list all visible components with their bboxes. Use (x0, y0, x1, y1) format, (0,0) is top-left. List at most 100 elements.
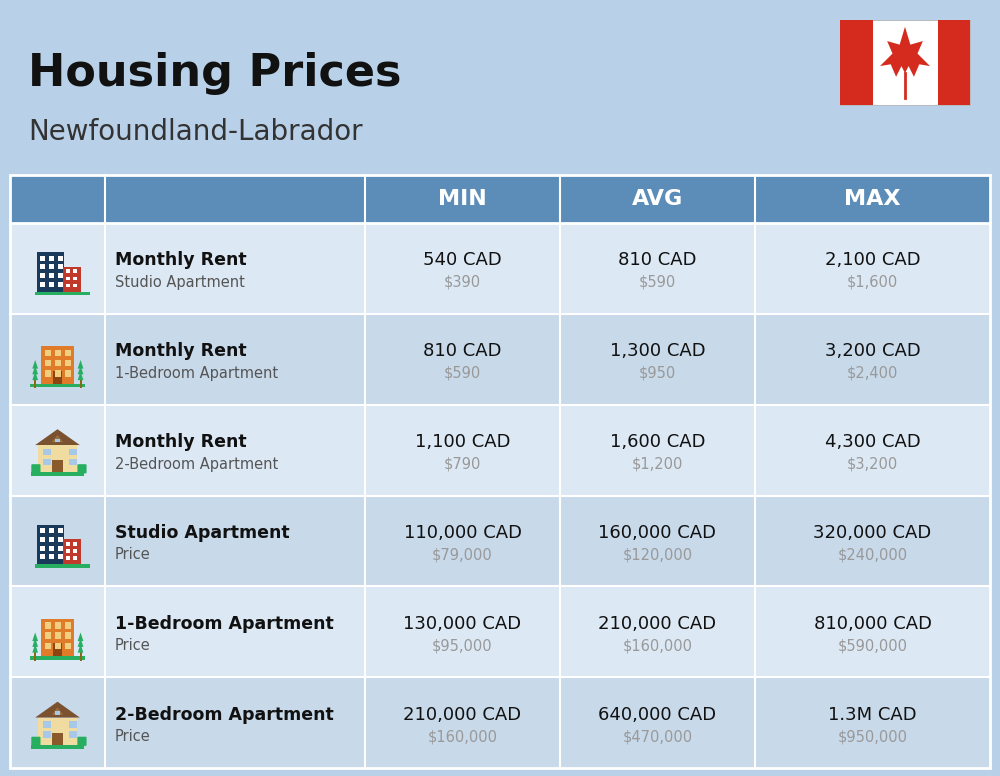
Text: 540 CAD: 540 CAD (423, 251, 502, 269)
FancyBboxPatch shape (73, 542, 77, 546)
Polygon shape (52, 708, 63, 715)
Text: Studio Apartment: Studio Apartment (115, 275, 245, 290)
FancyBboxPatch shape (40, 546, 45, 551)
FancyBboxPatch shape (58, 528, 63, 533)
FancyBboxPatch shape (10, 314, 990, 404)
Polygon shape (35, 702, 80, 718)
Text: Monthly Rent: Monthly Rent (115, 251, 247, 269)
Text: $160,000: $160,000 (428, 729, 498, 744)
Polygon shape (32, 632, 38, 641)
Text: Studio Apartment: Studio Apartment (115, 524, 290, 542)
Text: 210,000 CAD: 210,000 CAD (598, 615, 717, 632)
FancyBboxPatch shape (66, 556, 70, 560)
FancyBboxPatch shape (49, 256, 54, 261)
FancyBboxPatch shape (55, 350, 61, 356)
Text: MIN: MIN (438, 189, 487, 209)
Text: $3,200: $3,200 (847, 456, 898, 472)
Text: 640,000 CAD: 640,000 CAD (598, 705, 717, 723)
FancyBboxPatch shape (43, 449, 51, 455)
Polygon shape (78, 365, 83, 374)
FancyBboxPatch shape (40, 265, 45, 269)
FancyBboxPatch shape (77, 464, 87, 473)
FancyBboxPatch shape (43, 459, 51, 465)
Text: Newfoundland-Labrador: Newfoundland-Labrador (28, 118, 363, 146)
Text: $590: $590 (639, 275, 676, 290)
Text: 2-Bedroom Apartment: 2-Bedroom Apartment (115, 456, 278, 472)
FancyBboxPatch shape (58, 282, 63, 287)
FancyBboxPatch shape (63, 539, 81, 564)
FancyBboxPatch shape (69, 731, 77, 738)
Text: 2-Bedroom Apartment: 2-Bedroom Apartment (115, 705, 334, 723)
FancyBboxPatch shape (45, 360, 51, 366)
Text: $790: $790 (444, 456, 481, 472)
Text: Monthly Rent: Monthly Rent (115, 433, 247, 451)
FancyBboxPatch shape (53, 371, 62, 383)
FancyBboxPatch shape (58, 273, 63, 278)
FancyBboxPatch shape (55, 711, 60, 715)
Text: 1,100 CAD: 1,100 CAD (415, 433, 510, 451)
FancyBboxPatch shape (31, 745, 84, 749)
Polygon shape (35, 429, 80, 445)
Text: $120,000: $120,000 (622, 547, 693, 563)
FancyBboxPatch shape (58, 537, 63, 542)
FancyBboxPatch shape (31, 464, 40, 473)
Text: Monthly Rent: Monthly Rent (115, 342, 247, 360)
FancyBboxPatch shape (73, 284, 77, 287)
Polygon shape (32, 372, 38, 380)
FancyBboxPatch shape (49, 554, 54, 559)
FancyBboxPatch shape (41, 346, 74, 383)
FancyBboxPatch shape (58, 554, 63, 559)
FancyBboxPatch shape (30, 656, 85, 660)
Polygon shape (78, 372, 83, 380)
FancyBboxPatch shape (40, 554, 45, 559)
FancyBboxPatch shape (30, 383, 85, 387)
FancyBboxPatch shape (40, 273, 45, 278)
FancyBboxPatch shape (40, 256, 45, 261)
Text: 130,000 CAD: 130,000 CAD (403, 615, 522, 632)
FancyBboxPatch shape (938, 20, 970, 105)
Text: 210,000 CAD: 210,000 CAD (403, 705, 522, 723)
FancyBboxPatch shape (55, 438, 60, 442)
Text: 4,300 CAD: 4,300 CAD (825, 433, 920, 451)
FancyBboxPatch shape (31, 473, 84, 476)
Text: 320,000 CAD: 320,000 CAD (813, 524, 932, 542)
Polygon shape (78, 632, 83, 641)
FancyBboxPatch shape (73, 269, 77, 273)
FancyBboxPatch shape (66, 542, 70, 546)
FancyBboxPatch shape (840, 20, 872, 105)
FancyBboxPatch shape (10, 404, 990, 496)
FancyBboxPatch shape (52, 460, 63, 473)
Polygon shape (32, 644, 38, 653)
FancyBboxPatch shape (45, 632, 51, 639)
FancyBboxPatch shape (49, 265, 54, 269)
FancyBboxPatch shape (10, 496, 990, 587)
FancyBboxPatch shape (66, 549, 70, 553)
Text: 1,600 CAD: 1,600 CAD (610, 433, 705, 451)
Text: $95,000: $95,000 (432, 638, 493, 653)
Polygon shape (32, 365, 38, 374)
FancyBboxPatch shape (38, 445, 77, 473)
FancyBboxPatch shape (31, 736, 40, 746)
Text: 1,300 CAD: 1,300 CAD (610, 342, 705, 360)
FancyBboxPatch shape (53, 643, 62, 656)
FancyBboxPatch shape (40, 537, 45, 542)
Text: $390: $390 (444, 275, 481, 290)
FancyBboxPatch shape (73, 277, 77, 280)
FancyBboxPatch shape (45, 643, 51, 649)
Text: 1-Bedroom Apartment: 1-Bedroom Apartment (115, 365, 278, 381)
FancyBboxPatch shape (37, 525, 64, 564)
Text: 3,200 CAD: 3,200 CAD (825, 342, 920, 360)
Text: 810,000 CAD: 810,000 CAD (814, 615, 932, 632)
FancyBboxPatch shape (65, 370, 71, 376)
FancyBboxPatch shape (65, 622, 71, 629)
FancyBboxPatch shape (55, 632, 61, 639)
FancyBboxPatch shape (65, 643, 71, 649)
Text: $950,000: $950,000 (838, 729, 908, 744)
Text: 810 CAD: 810 CAD (618, 251, 697, 269)
Text: $590,000: $590,000 (838, 638, 908, 653)
FancyBboxPatch shape (43, 721, 51, 728)
FancyBboxPatch shape (58, 546, 63, 551)
Text: Housing Prices: Housing Prices (28, 52, 402, 95)
FancyBboxPatch shape (38, 718, 77, 745)
FancyBboxPatch shape (65, 350, 71, 356)
